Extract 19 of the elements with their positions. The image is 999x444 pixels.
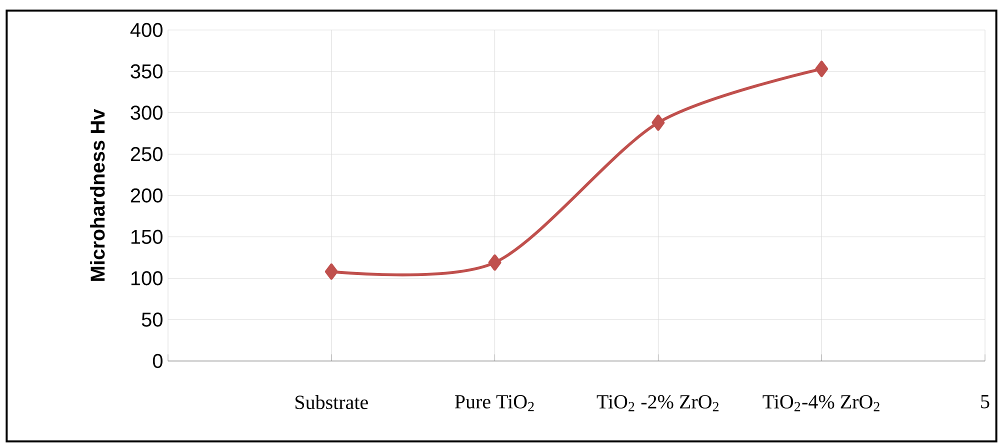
x-tick-label: TiO$_{2}$-4% ZrO$_{2}$: [762, 395, 880, 412]
y-tick-label: 350: [130, 64, 162, 78]
point: [652, 114, 665, 131]
y-tick-label: 400: [130, 22, 162, 38]
point: [324, 263, 338, 280]
y-tick-label: 200: [130, 188, 162, 203]
x-tick-label: TiO$_{2}$ -2% ZrO$_{2}$: [596, 395, 719, 412]
y-tick-label: 150: [131, 230, 162, 244]
point: [488, 254, 502, 271]
y-axis-title: Microhardness Hv: [90, 108, 105, 281]
y-tick-label: 50: [142, 312, 162, 327]
x-tick-label: Pure TiO$_{2}$: [454, 395, 534, 412]
x-tick-label: 5: [981, 395, 990, 408]
x-tick-label: Substrate: [296, 395, 368, 410]
y-tick-label: 250: [130, 147, 162, 162]
y-tick-label: 0: [152, 354, 163, 368]
y-tick-label: 100: [131, 271, 162, 286]
point: [815, 60, 828, 78]
y-tick-label: 300: [130, 106, 162, 120]
